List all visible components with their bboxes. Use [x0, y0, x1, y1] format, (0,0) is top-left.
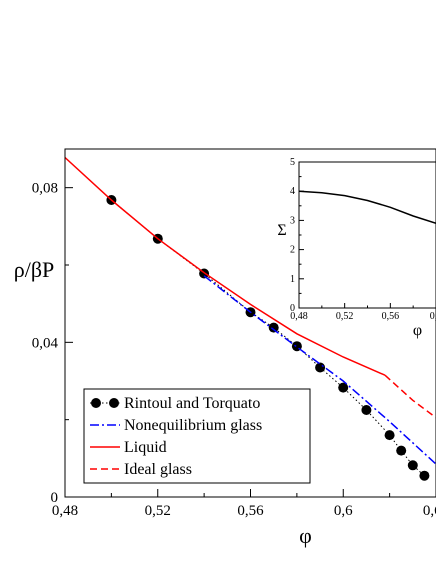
data-point: [419, 470, 430, 481]
series-line-1: [203, 275, 436, 465]
inset-series-line-0: [299, 190, 436, 225]
data-point: [396, 445, 407, 456]
inset-y-tick-label: 3: [290, 215, 295, 226]
series-line-2: [65, 156, 386, 376]
x-tick-label: 0,48: [52, 503, 78, 519]
inset-background: [299, 162, 436, 308]
x-axis-label: φ: [299, 523, 312, 548]
data-point: [361, 405, 372, 415]
data-point: [407, 460, 418, 471]
inset-y-tick-label: 5: [290, 157, 295, 168]
x-tick-label: 0,64: [423, 503, 436, 519]
legend-label-0: Rintoul and Torquato: [124, 395, 260, 412]
y-axis-label: ρ/βP: [14, 257, 55, 282]
data-point: [384, 430, 395, 441]
series-line-3: [384, 374, 436, 419]
data-point: [338, 382, 349, 393]
inset-x-tick-label: 0,56: [382, 311, 400, 322]
legend-label-2: Liquid: [124, 439, 167, 456]
inset-x-tick-label: 0,52: [336, 311, 354, 322]
y-tick-label: 0,08: [32, 181, 58, 197]
data-point: [315, 362, 326, 373]
y-tick-label: 0: [51, 490, 59, 506]
legend: Rintoul and Torquato Nonequilibrium glass…: [83, 388, 311, 484]
legend-label-3: Ideal glass: [124, 461, 192, 478]
inset-plot: 0,48 0,52 0,56 0,6 0 1 2 3 4 5 φ Σ: [277, 157, 436, 339]
inset-x-tick-label: 0,6: [430, 311, 436, 322]
data-point: [268, 322, 279, 333]
inset-y-tick-label: 1: [290, 274, 295, 285]
legend-marker: [91, 398, 101, 408]
inset-x-axis-label: φ: [413, 322, 422, 339]
inset-x-tick-label: 0,48: [290, 311, 308, 322]
inset-y-tick-label: 4: [290, 186, 295, 197]
x-tick-label: 0,52: [145, 503, 171, 519]
x-tick-label: 0,6: [334, 503, 353, 519]
legend-box: [83, 388, 311, 484]
x-tick-label: 0,56: [237, 503, 264, 519]
legend-label-1: Nonequilibrium glass: [124, 417, 262, 434]
legend-marker: [109, 398, 119, 408]
inset-y-tick-label: 2: [290, 245, 295, 256]
inset-y-axis-label: Σ: [277, 222, 286, 239]
y-tick-label: 0,04: [32, 335, 59, 351]
inset-y-tick-label: 0: [290, 303, 295, 314]
